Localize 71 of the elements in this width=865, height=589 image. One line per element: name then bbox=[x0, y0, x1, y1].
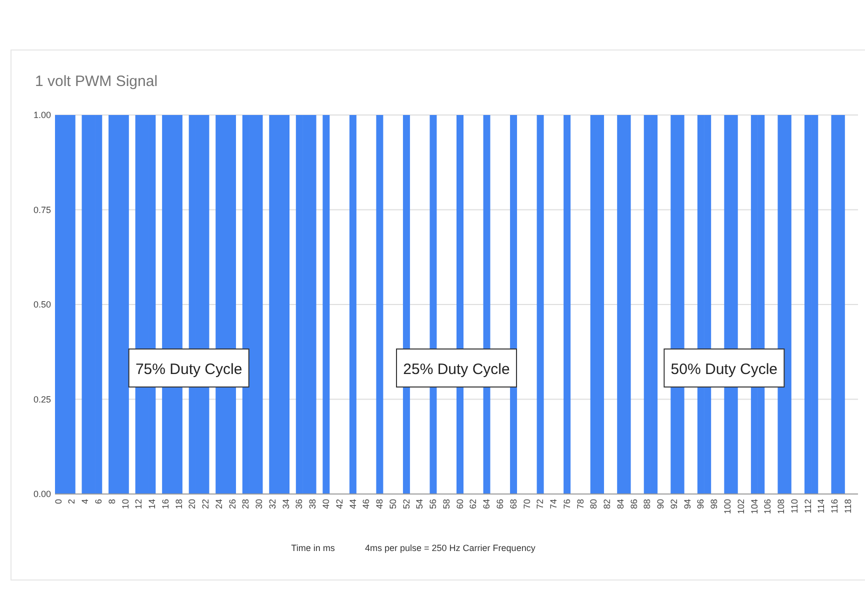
x-tick-label: 114 bbox=[816, 499, 826, 514]
x-tick-label: 56 bbox=[428, 499, 438, 510]
x-tick-label: 102 bbox=[736, 499, 746, 514]
x-tick-label: 34 bbox=[280, 499, 291, 510]
x-tick-label: 84 bbox=[615, 499, 626, 510]
x-tick-label: 68 bbox=[508, 499, 518, 510]
x-tick-label: 6 bbox=[93, 499, 104, 504]
x-tick-label: 72 bbox=[535, 499, 546, 510]
x-tick-label: 10 bbox=[120, 499, 130, 510]
x-tick-label: 80 bbox=[588, 499, 599, 510]
x-tick-label: 8 bbox=[106, 499, 117, 504]
x-axis-title: Time in ms bbox=[291, 543, 336, 553]
x-tick-label: 16 bbox=[160, 499, 170, 510]
x-tick-label: 100 bbox=[722, 499, 733, 514]
x-tick-label: 46 bbox=[361, 499, 372, 510]
annotation: 50% Duty Cycle bbox=[670, 361, 778, 378]
x-tick-label: 116 bbox=[830, 499, 840, 514]
x-tick-label: 22 bbox=[200, 499, 211, 510]
chart-title: 1 volt PWM Signal bbox=[35, 73, 158, 90]
x-tick-label: 60 bbox=[454, 499, 465, 510]
x-tick-label: 86 bbox=[628, 499, 639, 510]
y-tick-label: 0.50 bbox=[33, 300, 51, 310]
y-tick-label: 0.25 bbox=[33, 394, 51, 404]
x-tick-label: 78 bbox=[575, 499, 586, 510]
x-tick-label: 62 bbox=[468, 499, 478, 510]
x-tick-label: 2 bbox=[66, 499, 77, 504]
x-tick-label: 118 bbox=[842, 499, 853, 514]
x-tick-label: 44 bbox=[348, 499, 358, 510]
x-tick-label: 94 bbox=[682, 499, 692, 510]
y-tick-label: 1.00 bbox=[33, 110, 51, 120]
x-tick-label: 50 bbox=[388, 499, 398, 510]
x-tick-label: 82 bbox=[602, 499, 612, 510]
x-tick-label: 20 bbox=[187, 499, 198, 510]
x-tick-label: 32 bbox=[267, 499, 278, 510]
x-tick-label: 12 bbox=[134, 499, 144, 510]
x-tick-label: 14 bbox=[147, 499, 158, 510]
x-tick-label: 4 bbox=[80, 499, 90, 504]
x-tick-label: 106 bbox=[762, 499, 773, 514]
x-tick-label: 0 bbox=[53, 499, 64, 504]
x-tick-label: 108 bbox=[776, 499, 786, 514]
x-tick-label: 54 bbox=[414, 499, 425, 510]
x-tick-label: 24 bbox=[214, 499, 224, 510]
y-tick-label: 0.75 bbox=[33, 204, 51, 215]
y-tick-label: 0.00 bbox=[33, 489, 51, 499]
annotation: 25% Duty Cycle bbox=[403, 361, 510, 378]
x-tick-label: 76 bbox=[562, 499, 572, 510]
x-tick-label: 104 bbox=[749, 499, 760, 514]
x-tick-label: 70 bbox=[522, 499, 532, 510]
x-tick-label: 110 bbox=[789, 499, 800, 514]
x-tick-label: 28 bbox=[240, 499, 251, 510]
x-tick-label: 42 bbox=[334, 499, 344, 510]
x-tick-label: 66 bbox=[494, 499, 505, 510]
x-tick-label: 88 bbox=[642, 499, 652, 510]
x-tick-label: 36 bbox=[294, 499, 304, 510]
x-tick-label: 40 bbox=[321, 499, 332, 510]
x-tick-label: 64 bbox=[482, 499, 492, 510]
x-tick-label: 98 bbox=[709, 499, 720, 510]
x-tick-label: 38 bbox=[308, 499, 318, 510]
x-tick-label: 30 bbox=[254, 499, 264, 510]
x-tick-label: 26 bbox=[227, 499, 238, 510]
x-tick-label: 92 bbox=[668, 499, 679, 510]
x-tick-label: 90 bbox=[656, 499, 666, 510]
x-tick-label: 112 bbox=[802, 499, 813, 514]
x-tick-label: 48 bbox=[374, 499, 385, 510]
x-tick-label: 74 bbox=[548, 499, 559, 510]
x-tick-label: 96 bbox=[696, 499, 706, 510]
text: 4ms per pulse = 250 Hz Carrier Frequency bbox=[365, 543, 536, 553]
x-tick-label: 18 bbox=[174, 499, 184, 510]
annotation: 75% Duty Cycle bbox=[135, 361, 242, 378]
x-tick-label: 58 bbox=[441, 499, 452, 510]
x-tick-label: 52 bbox=[401, 499, 412, 510]
